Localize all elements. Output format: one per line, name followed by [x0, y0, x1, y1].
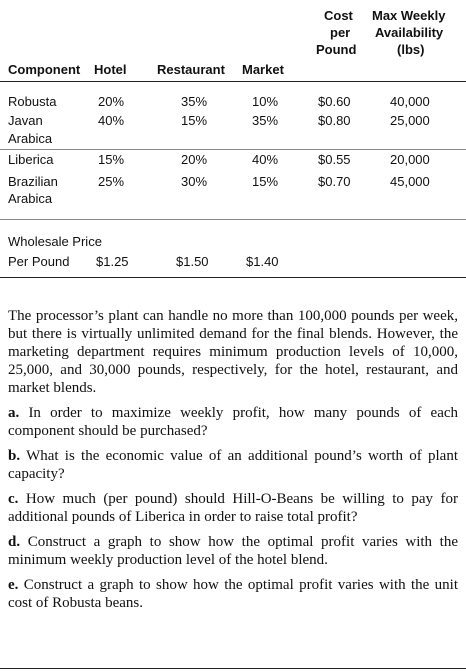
problem-text: The processor’s plant can handle no more… — [8, 307, 458, 619]
row-cost: $0.55 — [318, 152, 351, 167]
header-avail-line2: Availability — [375, 25, 444, 40]
wholesale-label-line2: Per Pound — [8, 254, 70, 269]
row-market-pct: 15% — [252, 174, 279, 189]
wholesale-market: $1.40 — [246, 254, 279, 269]
row-availability: 20,000 — [390, 152, 430, 167]
wholesale-label-line1: Wholesale Price — [8, 234, 102, 249]
intro-paragraph: The processor’s plant can handle no more… — [8, 308, 458, 396]
header-cost-line2: per — [330, 25, 351, 40]
blend-table: Cost per Pound Max Weekly Availability (… — [0, 0, 466, 278]
row-cost: $0.80 — [318, 113, 351, 128]
header-cost-line3: Pound — [316, 42, 357, 57]
question-e: e. Construct a graph to show how the opt… — [8, 576, 458, 612]
question-text: What is the economic value of an additio… — [8, 448, 459, 482]
row-component-name-line2: Arabica — [8, 131, 53, 146]
question-label: c. — [8, 491, 19, 507]
row-cost: $0.70 — [318, 174, 351, 189]
header-market: Market — [242, 62, 284, 77]
table-bottom-rule — [0, 277, 466, 278]
row-restaurant-pct: 15% — [181, 113, 208, 128]
question-text: In order to maximize weekly profit, how … — [8, 405, 459, 439]
row-market-pct: 35% — [252, 113, 279, 128]
row-rule — [0, 149, 466, 150]
row-component-name: Liberica — [8, 152, 54, 167]
wholesale-restaurant: $1.50 — [176, 254, 209, 269]
header-rule — [0, 81, 466, 82]
row-availability: 40,000 — [390, 94, 430, 109]
row-restaurant-pct: 30% — [181, 174, 208, 189]
row-component-name: Javan — [8, 113, 43, 128]
question-label: b. — [8, 448, 21, 464]
question-d: d. Construct a graph to show how the opt… — [8, 533, 458, 569]
row-market-pct: 10% — [252, 94, 279, 109]
row-restaurant-pct: 20% — [181, 152, 208, 167]
row-hotel-pct: 15% — [98, 152, 125, 167]
header-hotel: Hotel — [94, 62, 127, 77]
question-text: How much (per pound) should Hill-O-Beans… — [8, 491, 458, 525]
question-text: Construct a graph to show how the optima… — [8, 534, 458, 568]
row-hotel-pct: 40% — [98, 113, 125, 128]
row-component-name: Brazilian — [8, 174, 58, 189]
row-availability: 45,000 — [390, 174, 430, 189]
question-label: a. — [8, 405, 20, 421]
header-component: Component — [8, 62, 81, 77]
header-restaurant: Restaurant — [157, 62, 225, 77]
row-component-name-line2: Arabica — [8, 191, 53, 206]
question-c: c. How much (per pound) should Hill-O-Be… — [8, 490, 458, 526]
header-cost-line1: Cost — [324, 8, 353, 23]
row-restaurant-pct: 35% — [181, 94, 208, 109]
header-avail-line1: Max Weekly — [372, 8, 446, 23]
row-cost: $0.60 — [318, 94, 351, 109]
page-bottom-rule — [0, 668, 466, 669]
question-label: d. — [8, 534, 21, 550]
question-b: b. What is the economic value of an addi… — [8, 447, 458, 483]
wholesale-hotel: $1.25 — [96, 254, 129, 269]
row-rule — [0, 219, 466, 220]
row-component-name: Robusta — [8, 94, 57, 109]
question-a: a. In order to maximize weekly profit, h… — [8, 404, 458, 440]
row-availability: 25,000 — [390, 113, 430, 128]
question-label: e. — [8, 577, 19, 593]
row-hotel-pct: 25% — [98, 174, 125, 189]
question-text: Construct a graph to show how the optima… — [8, 577, 458, 611]
header-avail-line3: (lbs) — [397, 42, 425, 57]
row-hotel-pct: 20% — [98, 94, 125, 109]
row-market-pct: 40% — [252, 152, 279, 167]
